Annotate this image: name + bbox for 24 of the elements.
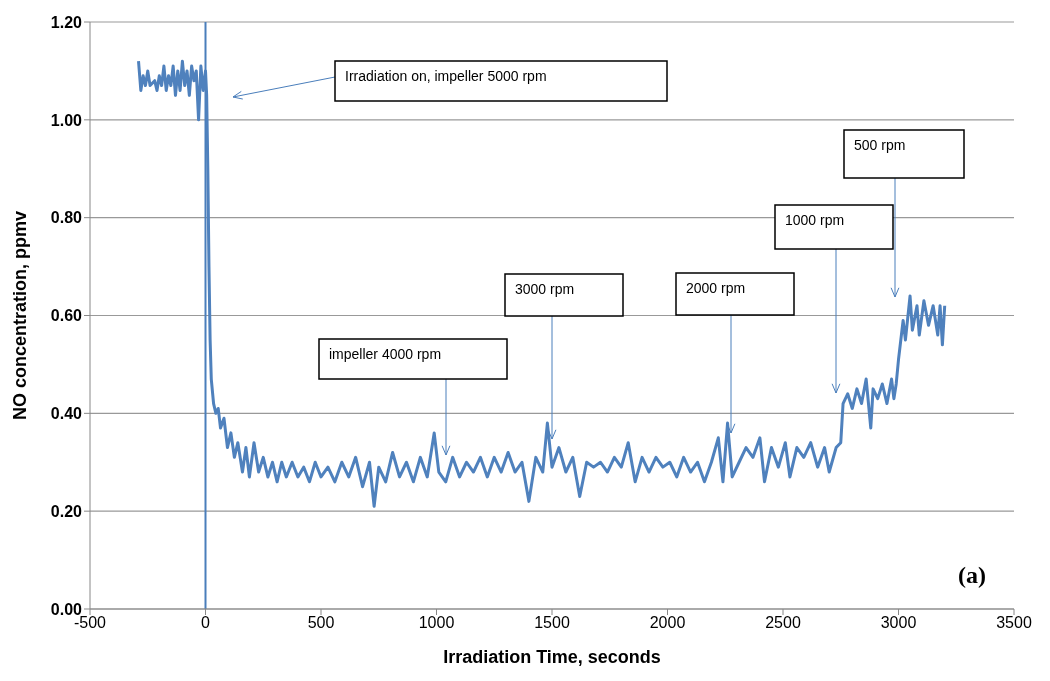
y-tick-label: 1.00 xyxy=(50,111,83,129)
annotation: impeller 4000 rpm xyxy=(329,346,442,362)
x-tick-label: 3500 xyxy=(996,614,1032,632)
y-tick-label: 0.40 xyxy=(50,405,83,423)
x-tick-label: -500 xyxy=(73,614,107,632)
annotation: 1000 rpm xyxy=(785,212,845,228)
x-tick-label: 500 xyxy=(307,614,335,632)
x-tick-label: 3000 xyxy=(880,614,917,632)
y-tick-label: 0.60 xyxy=(50,307,83,325)
annotation: Irradiation on, impeller 5000 rpm xyxy=(345,68,547,84)
x-tick-label: 1000 xyxy=(418,614,455,632)
annotation: 2000 rpm xyxy=(686,280,746,296)
annotation: 500 rpm xyxy=(854,137,906,153)
annotation: 3000 rpm xyxy=(515,281,575,297)
x-tick-label: 2500 xyxy=(765,614,801,632)
y-tick-label: 1.20 xyxy=(50,13,83,31)
x-tick-label: 2000 xyxy=(649,614,686,632)
x-axis-title: Irradiation Time, seconds xyxy=(443,647,661,667)
x-tick-label: 0 xyxy=(201,614,211,632)
annotation: (a) xyxy=(958,562,986,588)
y-axis-title: NO concentration, ppmv xyxy=(10,210,31,421)
x-tick-label: 1500 xyxy=(534,614,570,632)
y-tick-label: 0.80 xyxy=(50,209,83,227)
y-tick-label: 0.20 xyxy=(50,502,83,520)
